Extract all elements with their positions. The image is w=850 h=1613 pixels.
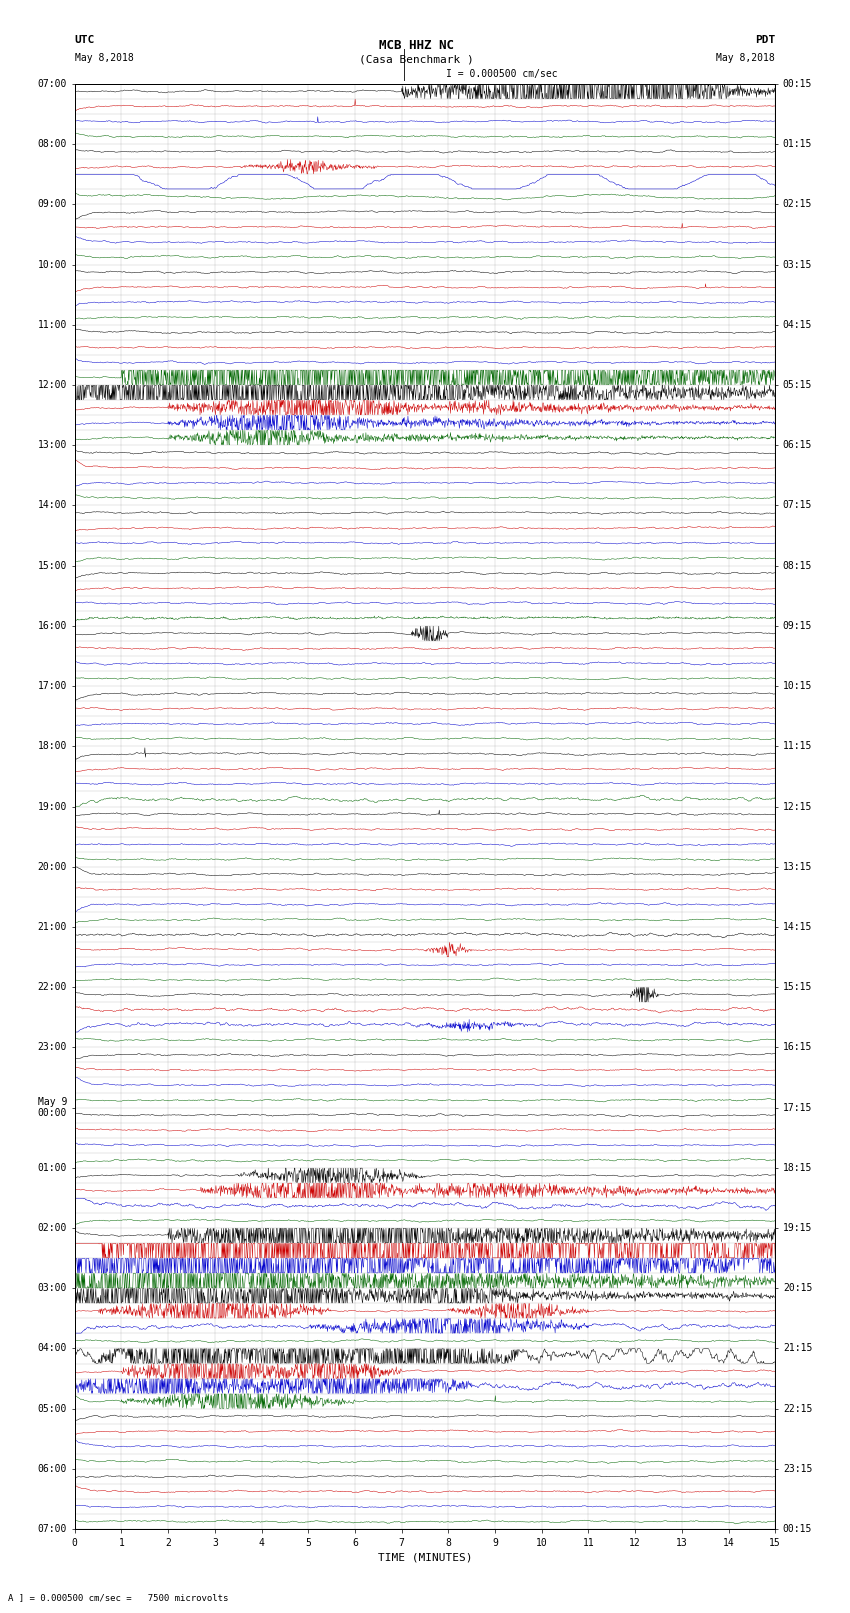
Text: A ] = 0.000500 cm/sec =   7500 microvolts: A ] = 0.000500 cm/sec = 7500 microvolts: [8, 1592, 229, 1602]
Text: UTC: UTC: [75, 35, 95, 45]
Text: (Casa Benchmark ): (Casa Benchmark ): [359, 55, 474, 65]
Text: May 8,2018: May 8,2018: [717, 53, 775, 63]
Text: PDT: PDT: [755, 35, 775, 45]
Text: MCB HHZ NC: MCB HHZ NC: [379, 39, 454, 52]
X-axis label: TIME (MINUTES): TIME (MINUTES): [377, 1552, 473, 1563]
Text: May 8,2018: May 8,2018: [75, 53, 133, 63]
Text: I = 0.000500 cm/sec: I = 0.000500 cm/sec: [446, 69, 558, 79]
